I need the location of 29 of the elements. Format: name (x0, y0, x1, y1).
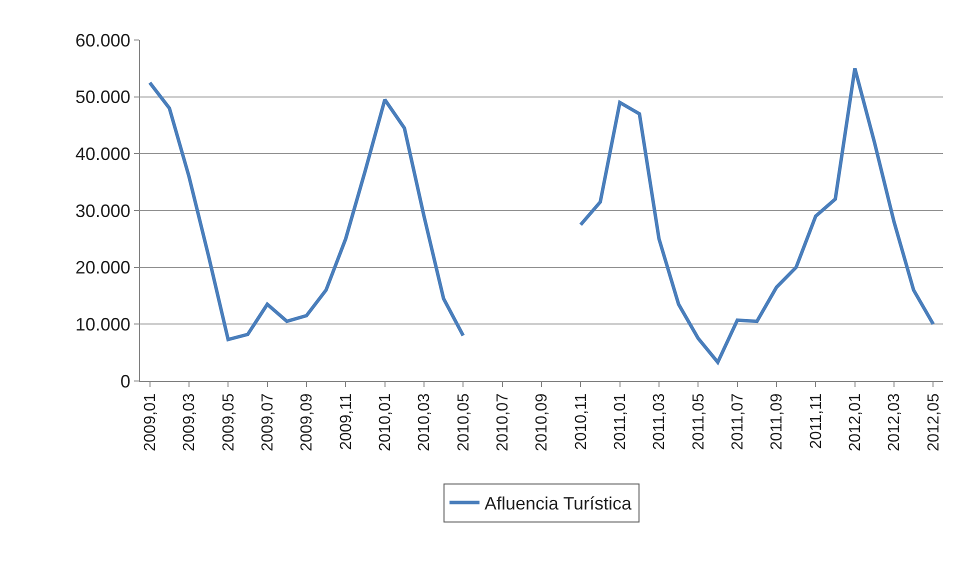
x-tick-label: 2011,01 (612, 393, 630, 450)
y-tick-label: 50.000 (75, 87, 130, 108)
y-tick-label: 40.000 (75, 144, 130, 164)
x-tick-label: 2011,03 (651, 393, 668, 450)
x-tick-label: 2010,03 (416, 393, 434, 452)
x-tick-label: 2009,11 (338, 393, 355, 450)
x-tick-label: 2012,01 (847, 393, 864, 452)
y-tick-label: 0 (120, 371, 130, 392)
y-tick-label: 10.000 (75, 314, 130, 334)
x-tick-label: 2009,07 (260, 393, 276, 452)
x-tick-label: 2010,05 (455, 393, 472, 452)
x-tick-label: 2010,09 (534, 393, 551, 452)
x-tick-label: 2011,11 (808, 393, 825, 449)
x-tick-label: 2011,07 (730, 393, 747, 450)
x-tick-label: 2009,05 (220, 393, 238, 452)
y-tick-label: 30.000 (75, 200, 130, 221)
x-tick-label: 2012,05 (925, 393, 942, 452)
x-tick-label: 2011,09 (768, 393, 786, 450)
y-tick-label: 60.000 (75, 30, 130, 50)
x-tick-label: 2009,01 (142, 393, 159, 452)
x-tick-label: 2011,05 (690, 393, 708, 450)
x-tick-label: 2009,03 (181, 393, 198, 452)
x-tick-label: 2010,11 (572, 393, 590, 450)
x-tick-label: 2012,03 (886, 393, 904, 452)
legend-label: Afluencia Turística (484, 494, 633, 514)
x-tick-label: 2010,01 (377, 393, 394, 452)
x-tick-label: 2010,07 (494, 393, 512, 452)
y-tick-label: 20.000 (75, 258, 130, 278)
x-tick-label: 2009,09 (298, 393, 316, 452)
